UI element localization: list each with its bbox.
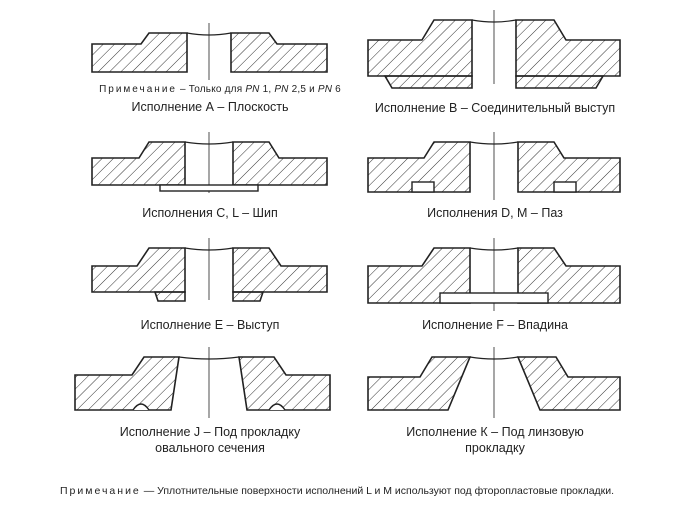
flange-e-right-section bbox=[232, 247, 328, 293]
flange-j-groove-left bbox=[132, 403, 150, 411]
caption-d: Исполнения D, M – Паз bbox=[427, 206, 563, 220]
flange-f-recess bbox=[439, 292, 549, 304]
flange-j-groove-right bbox=[268, 403, 286, 411]
flange-b-raised-face-left bbox=[383, 75, 473, 89]
caption-b: Исполнение В – Соединительный выступ bbox=[374, 101, 616, 115]
flange-b-raised-face-right bbox=[515, 75, 605, 89]
caption-f: Исполнение F – Впадина bbox=[422, 318, 568, 332]
flange-k-right-section bbox=[516, 356, 621, 411]
flange-a-right-section bbox=[230, 32, 328, 73]
flange-c-spigot bbox=[159, 184, 259, 192]
flange-a-left-section bbox=[91, 32, 188, 73]
flange-k-left-section bbox=[367, 356, 472, 411]
caption-k: Исполнение К – Под линзовую прокладку bbox=[406, 425, 584, 455]
caption-c: Исполнения С, L – Шип bbox=[142, 206, 278, 220]
caption-j: Исполнение J – Под прокладку овального се… bbox=[119, 425, 301, 455]
flange-d-groove-left bbox=[411, 181, 435, 193]
flange-e-raised-left bbox=[153, 291, 186, 302]
flange-d-groove-right bbox=[553, 181, 577, 193]
top-note: Примечание – Только для PN 1, PN 2,5 и P… bbox=[99, 84, 341, 95]
caption-a: Исполнение А – Плоскость bbox=[131, 100, 289, 114]
flange-e-raised-right bbox=[232, 291, 265, 302]
flange-j-left-section bbox=[74, 356, 180, 411]
flange-c-left-section bbox=[91, 141, 186, 186]
flange-b-right-section bbox=[515, 19, 621, 77]
flange-b-left-section bbox=[367, 19, 473, 77]
flange-c-right-section bbox=[232, 141, 328, 186]
flange-e-left-section bbox=[91, 247, 186, 293]
flange-j-right-section bbox=[238, 356, 331, 411]
caption-e: Исполнение Е – Выступ bbox=[140, 318, 280, 332]
bottom-note: Примечание — Уплотнительные поверхности … bbox=[60, 485, 615, 497]
